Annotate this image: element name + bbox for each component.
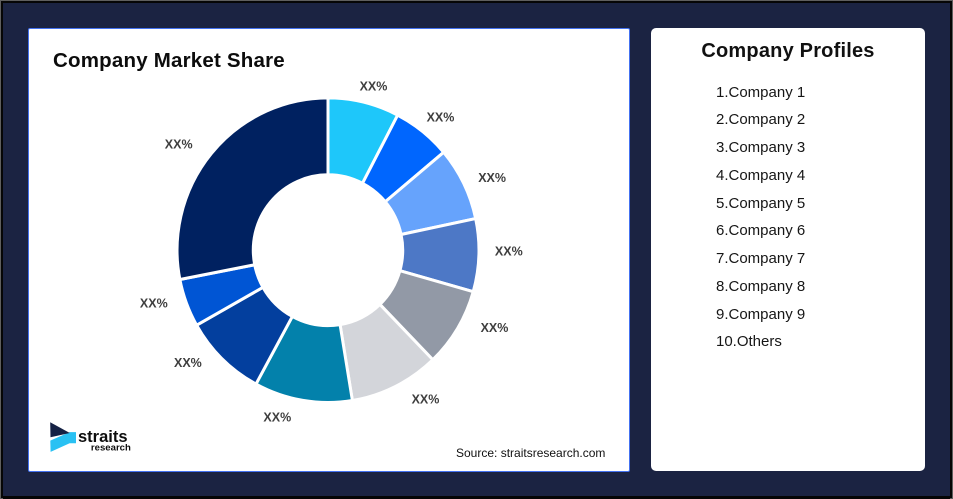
svg-text:XX%: XX% [412,392,440,406]
svg-text:straits: straits [78,428,128,446]
svg-text:XX%: XX% [140,296,168,310]
svg-text:XX%: XX% [263,410,291,424]
svg-text:XX%: XX% [427,111,455,125]
svg-text:XX%: XX% [360,80,388,94]
svg-text:XX%: XX% [174,356,202,370]
svg-text:research: research [91,442,131,453]
svg-text:XX%: XX% [165,138,193,152]
svg-text:XX%: XX% [481,321,509,335]
svg-text:XX%: XX% [495,245,523,259]
svg-text:XX%: XX% [478,171,506,185]
